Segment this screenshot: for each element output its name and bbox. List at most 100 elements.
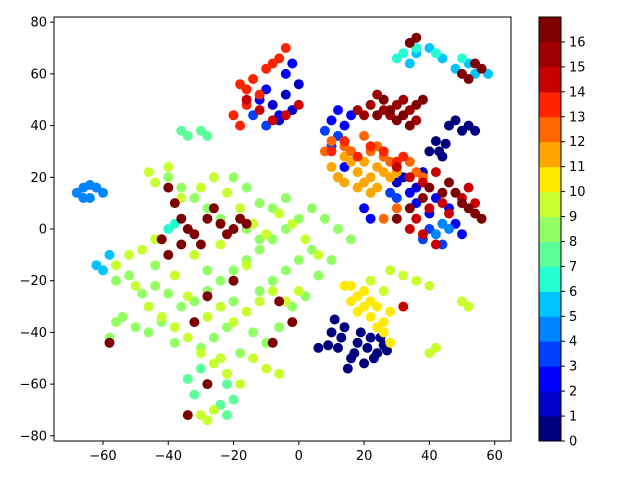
colorbar (538, 16, 562, 442)
colorbar-tick-label: 5 (569, 310, 577, 325)
data-point (274, 208, 285, 219)
colorbar-segment (539, 241, 561, 267)
data-point (385, 306, 396, 317)
data-point (267, 275, 278, 286)
data-point (444, 208, 454, 219)
data-point (391, 193, 402, 203)
data-point (208, 332, 219, 343)
data-point (169, 322, 180, 333)
colorbar-segment (539, 41, 561, 68)
x-tick-label: 60 (486, 449, 503, 464)
data-point (117, 311, 128, 322)
data-point (365, 141, 376, 152)
data-point (150, 260, 161, 271)
data-point (202, 291, 213, 302)
data-point (333, 224, 343, 234)
data-point (365, 213, 376, 224)
data-point (306, 203, 317, 214)
data-point (228, 317, 239, 328)
data-point (163, 172, 174, 183)
data-point (326, 327, 337, 338)
data-point (326, 162, 337, 172)
data-point (104, 337, 115, 348)
data-point (440, 138, 451, 149)
data-point (287, 317, 298, 328)
data-point (248, 353, 259, 364)
data-point (150, 177, 161, 188)
data-point (274, 296, 285, 307)
data-point (261, 229, 272, 240)
data-point (189, 317, 200, 328)
data-point (150, 280, 161, 291)
data-point (182, 130, 193, 141)
data-point (352, 337, 363, 348)
data-point (365, 332, 376, 343)
data-point (293, 255, 304, 265)
points-layer (71, 32, 494, 426)
data-point (463, 301, 474, 312)
data-point (228, 110, 239, 121)
data-point (195, 182, 206, 193)
y-tick-label: −60 (20, 378, 47, 393)
data-point (156, 234, 167, 245)
data-point (215, 218, 226, 229)
data-point (182, 374, 193, 384)
data-point (398, 110, 409, 121)
data-point (267, 115, 278, 126)
data-point (241, 260, 252, 271)
data-point (241, 182, 252, 193)
data-point (430, 48, 441, 59)
data-point (287, 218, 298, 229)
data-point (228, 224, 239, 234)
data-point (293, 79, 304, 90)
y-tick-label: −80 (20, 429, 47, 444)
data-point (124, 270, 135, 281)
colorbar-segment (539, 291, 561, 317)
data-point (339, 120, 350, 131)
data-point (228, 275, 239, 286)
data-point (398, 301, 409, 312)
data-point (215, 353, 226, 364)
data-point (339, 280, 350, 291)
data-point (137, 288, 148, 299)
data-point (143, 327, 154, 338)
colorbar-tick-label: 13 (569, 110, 586, 125)
data-point (359, 358, 370, 369)
data-point (372, 182, 383, 193)
data-point (78, 193, 89, 203)
data-point (342, 363, 353, 374)
data-point (424, 203, 435, 214)
data-point (313, 270, 324, 281)
data-point (326, 255, 337, 265)
data-point (352, 151, 363, 162)
data-point (169, 198, 180, 209)
data-point (274, 53, 285, 64)
data-point (398, 270, 409, 281)
data-point (137, 244, 148, 255)
data-point (228, 394, 239, 405)
data-point (222, 410, 232, 421)
x-tick-label: 40 (421, 449, 438, 464)
data-point (280, 43, 291, 53)
data-point (176, 182, 187, 193)
colorbar-tick-label: 0 (569, 435, 577, 450)
data-point (208, 172, 219, 183)
x-tick-label: −20 (220, 449, 247, 464)
data-point (359, 203, 370, 214)
data-point (352, 306, 363, 317)
data-point (130, 322, 141, 333)
data-point (323, 340, 334, 351)
data-point (368, 353, 379, 364)
data-point (202, 130, 213, 141)
colorbar-frame (538, 16, 562, 442)
colorbar-segment (539, 391, 561, 417)
x-tick-label: 20 (356, 449, 373, 464)
data-point (189, 389, 200, 400)
data-point (293, 99, 304, 110)
data-point (437, 198, 448, 209)
colorbar-segment (539, 266, 561, 292)
colorbar-tick-label: 3 (569, 360, 577, 375)
data-point (143, 301, 154, 312)
data-point (319, 125, 330, 136)
data-point (463, 74, 474, 84)
